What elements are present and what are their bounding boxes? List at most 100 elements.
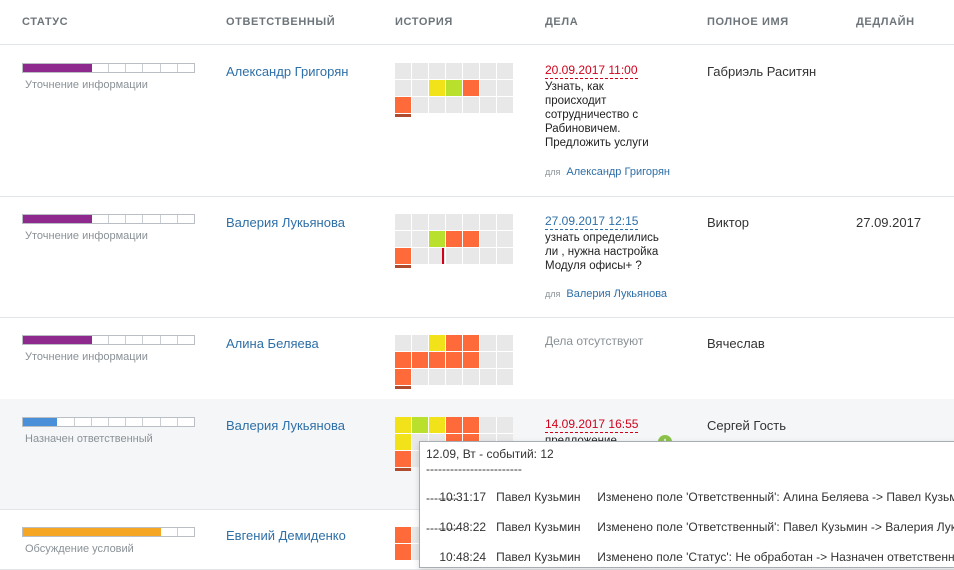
history-cell[interactable] [497,335,513,351]
history-cell[interactable] [395,80,411,96]
history-tooltip: 12.09, Вт - событий: 12 ----------------… [419,441,954,568]
history-cell[interactable] [463,369,479,385]
history-cell[interactable] [412,335,428,351]
history-cell[interactable] [429,214,445,230]
history-cell[interactable] [480,97,496,113]
history-cell[interactable] [429,248,445,264]
history-cell[interactable] [429,417,445,433]
history-cell[interactable] [395,248,411,264]
history-cell[interactable] [395,214,411,230]
history-cell[interactable] [446,369,462,385]
history-cell[interactable] [463,417,479,433]
history-cell[interactable] [395,352,411,368]
history-cell[interactable] [480,248,496,264]
history-cell[interactable] [480,369,496,385]
history-cell[interactable] [412,97,428,113]
task-date-link[interactable]: 27.09.2017 12:15 [545,214,639,230]
history-cell[interactable] [446,63,462,79]
history-cell[interactable] [463,80,479,96]
history-grid[interactable] [395,214,513,264]
history-cell[interactable] [480,214,496,230]
column-status[interactable]: СТАТУС [22,16,69,28]
history-cell[interactable] [395,544,411,560]
history-cell[interactable] [395,97,411,113]
history-cell[interactable] [480,335,496,351]
history-cell[interactable] [463,97,479,113]
history-cell[interactable] [412,352,428,368]
history-cell[interactable] [429,352,445,368]
history-cell[interactable] [480,352,496,368]
history-cell[interactable] [497,231,513,247]
history-cell[interactable] [446,335,462,351]
history-cell[interactable] [480,231,496,247]
history-grid[interactable] [395,335,513,385]
history-cell[interactable] [429,63,445,79]
history-cell[interactable] [480,63,496,79]
history-cell[interactable] [497,214,513,230]
history-cell[interactable] [463,335,479,351]
history-cell[interactable] [395,335,411,351]
history-cell[interactable] [395,417,411,433]
history-cell[interactable] [429,369,445,385]
task-text: Узнать, как происходит сотрудничество с … [545,81,649,149]
history-cell[interactable] [463,231,479,247]
history-cell[interactable] [395,434,411,450]
history-cell[interactable] [429,231,445,247]
history-cell[interactable] [429,97,445,113]
responsible-link[interactable]: Александр Григорян [226,64,349,79]
history-cell[interactable] [497,97,513,113]
history-cell[interactable] [497,369,513,385]
history-cell[interactable] [446,80,462,96]
history-cell[interactable] [446,352,462,368]
column-tasks[interactable]: ДЕЛА [545,16,579,28]
responsible-link[interactable]: Валерия Лукьянова [226,418,345,433]
history-cell[interactable] [463,352,479,368]
history-cell[interactable] [395,369,411,385]
history-cell[interactable] [497,63,513,79]
history-cell[interactable] [395,231,411,247]
responsible-link[interactable]: Алина Беляева [226,336,319,351]
history-cell[interactable] [429,335,445,351]
history-cell[interactable] [395,63,411,79]
history-cell[interactable] [446,97,462,113]
table-row[interactable]: Уточнение информации Александр Григорян 20… [0,45,954,197]
column-deadline[interactable]: ДЕДЛАЙН [856,16,915,28]
history-cell[interactable] [395,451,411,467]
column-responsible[interactable]: ОТВЕТСТВЕННЫЙ [226,16,336,28]
table-row[interactable]: Уточнение информации Алина Беляева Дела от… [0,317,954,400]
history-cell[interactable] [497,80,513,96]
column-history[interactable]: ИСТОРИЯ [395,16,453,28]
task-assignee-link[interactable]: Валерия Лукьянова [566,288,668,300]
history-cell[interactable] [497,248,513,264]
responsible-link[interactable]: Евгений Демиденко [226,528,346,543]
history-grid[interactable] [395,63,513,113]
column-full-name[interactable]: ПОЛНОЕ ИМЯ [707,16,789,28]
history-cell[interactable] [412,417,428,433]
history-cell[interactable] [412,214,428,230]
tooltip-short-separator: -------- [426,521,458,535]
responsible-link[interactable]: Валерия Лукьянова [226,215,345,230]
task-date-link[interactable]: 20.09.2017 11:00 [545,63,638,79]
history-cell[interactable] [463,248,479,264]
history-cell[interactable] [463,214,479,230]
task-date-link[interactable]: 14.09.2017 16:55 [545,417,639,433]
history-cell[interactable] [497,352,513,368]
history-cell[interactable] [395,527,411,543]
history-cell[interactable] [446,231,462,247]
history-cell[interactable] [412,80,428,96]
history-cell[interactable] [412,231,428,247]
history-cell[interactable] [446,248,462,264]
table-header: СТАТУС ОТВЕТСТВЕННЫЙ ИСТОРИЯ ДЕЛА ПОЛНОЕ… [0,0,954,45]
history-cell[interactable] [463,63,479,79]
history-cell[interactable] [412,63,428,79]
history-cell[interactable] [480,80,496,96]
history-cell[interactable] [446,417,462,433]
history-cell[interactable] [497,417,513,433]
history-cell[interactable] [446,214,462,230]
history-cell[interactable] [480,417,496,433]
history-cell[interactable] [429,80,445,96]
history-cell[interactable] [412,369,428,385]
table-row[interactable]: Уточнение информации Валерия Лукьянова 27.… [0,196,954,318]
history-cell[interactable] [412,248,428,264]
task-assignee-link[interactable]: Александр Григорян [566,166,670,178]
